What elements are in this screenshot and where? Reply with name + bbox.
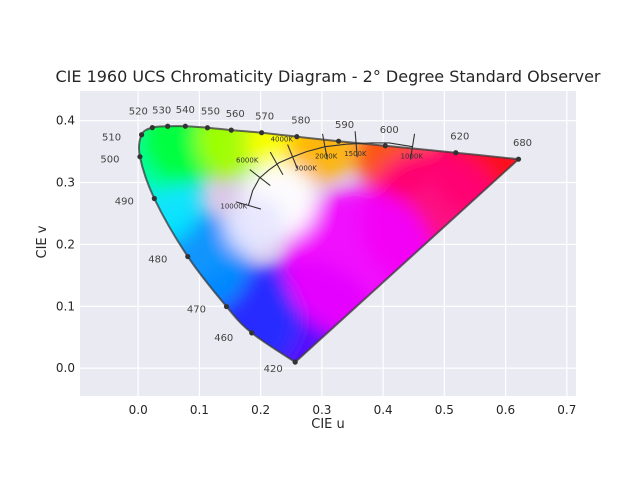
wavelength-label: 520 xyxy=(129,107,148,118)
wavelength-marker xyxy=(249,330,255,336)
y-tick-label: 0.1 xyxy=(56,299,75,313)
x-axis-label: CIE u xyxy=(311,417,345,432)
x-tick-label: 0.3 xyxy=(312,403,331,417)
cct-label: 1500K xyxy=(344,150,367,158)
isotherm-tick xyxy=(322,133,328,160)
wavelength-label: 460 xyxy=(214,333,233,344)
x-tick-label: 0.6 xyxy=(496,403,515,417)
wavelength-marker xyxy=(335,138,342,144)
isotherm-tick xyxy=(354,131,358,158)
isotherm-tick xyxy=(409,133,416,160)
wavelength-marker xyxy=(515,156,522,162)
cct-label: 2000K xyxy=(315,153,338,161)
wavelength-label: 600 xyxy=(380,125,399,136)
isotherm-tick xyxy=(269,151,284,176)
wavelength-marker xyxy=(292,359,298,365)
isotherm-tick xyxy=(287,144,298,169)
y-tick-label: 0.3 xyxy=(56,176,75,190)
cct-label: 6000K xyxy=(236,157,259,165)
chart-title: CIE 1960 UCS Chromaticity Diagram - 2° D… xyxy=(55,67,600,86)
wavelength-marker xyxy=(223,303,230,310)
x-tick-label: 0.5 xyxy=(435,403,454,417)
planckian-locus-line xyxy=(247,142,413,206)
wavelength-marker xyxy=(259,130,265,136)
x-tick-label: 0.7 xyxy=(557,403,576,417)
wavelength-label: 590 xyxy=(335,120,354,131)
wavelength-marker xyxy=(139,132,145,138)
wavelength-marker xyxy=(382,143,388,149)
wavelength-label: 480 xyxy=(148,255,167,266)
isotherm-tick xyxy=(235,201,262,210)
wavelength-label: 510 xyxy=(102,133,121,144)
wavelength-marker xyxy=(453,150,459,156)
wavelength-label: 530 xyxy=(152,105,171,116)
wavelength-marker xyxy=(182,123,188,129)
wavelength-marker xyxy=(165,123,171,129)
cct-label: 3000K xyxy=(294,165,317,173)
wavelength-label: 570 xyxy=(255,112,274,123)
wavelength-label: 500 xyxy=(100,155,119,166)
wavelength-marker xyxy=(151,195,157,202)
wavelength-markers: 420 460 470 480 490 500 510 520 530 540 550 560 570 5… xyxy=(100,105,532,375)
wavelength-marker xyxy=(294,134,300,140)
x-tick-label: 0.4 xyxy=(374,403,393,417)
y-tick-label: 0.0 xyxy=(56,361,75,375)
axis-ticks: 0.0 0.1 0.2 0.3 0.4 0.5 0.6 0.7 0.0 0.1 0.2 0.3 0.4 xyxy=(56,114,576,417)
y-tick-label: 0.4 xyxy=(56,114,75,128)
wavelength-label: 560 xyxy=(226,109,245,120)
wavelength-label: 420 xyxy=(264,364,283,375)
planckian-locus: 10000K 6000K 4000K 3000K 2000K 1500K 1000K xyxy=(220,131,423,210)
wavelength-label: 580 xyxy=(291,116,310,127)
x-tick-label: 0.1 xyxy=(190,403,209,417)
wavelength-label: 620 xyxy=(450,132,469,143)
wavelength-label: 540 xyxy=(176,105,195,116)
wavelength-marker xyxy=(204,125,211,131)
cct-label: 4000K xyxy=(271,135,294,143)
isotherm-tick xyxy=(249,169,271,187)
y-axis-label: CIE v xyxy=(35,225,50,258)
y-tick-label: 0.2 xyxy=(56,237,75,251)
wavelength-label: 680 xyxy=(513,138,532,149)
wavelength-marker xyxy=(185,253,191,260)
cct-label: 10000K xyxy=(220,202,247,210)
wavelength-marker xyxy=(137,154,143,160)
wavelength-marker xyxy=(228,127,234,133)
x-tick-label: 0.0 xyxy=(129,403,148,417)
wavelength-label: 490 xyxy=(115,197,134,208)
cct-label: 1000K xyxy=(401,153,424,161)
wavelength-marker xyxy=(149,125,155,131)
x-tick-label: 0.2 xyxy=(251,403,270,417)
wavelength-label: 550 xyxy=(201,107,220,118)
wavelength-label: 470 xyxy=(187,305,206,316)
